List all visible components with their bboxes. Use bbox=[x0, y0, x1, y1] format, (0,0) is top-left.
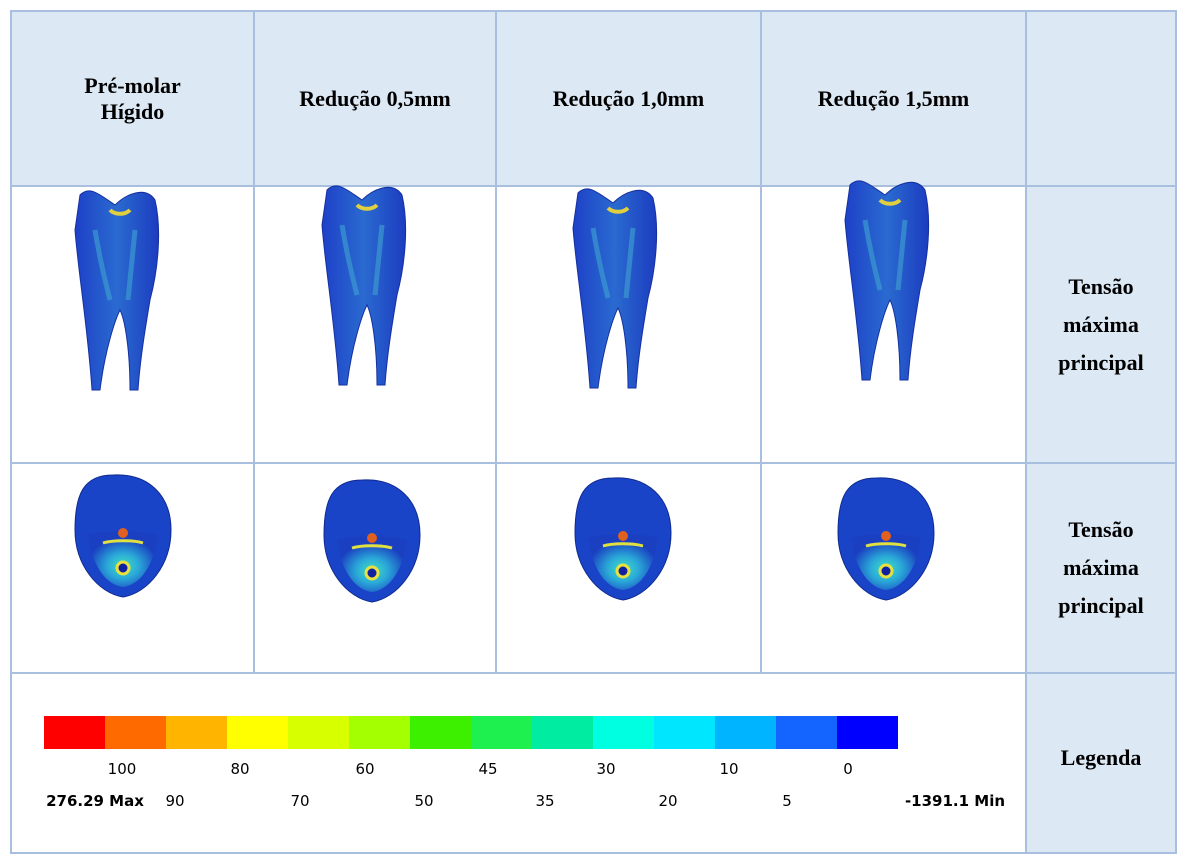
row-label-cell: Legenda bbox=[1027, 674, 1177, 854]
header-cell: Redução 1,5mm bbox=[762, 10, 1027, 187]
image-cell bbox=[10, 464, 255, 674]
header-text: Pré-molar Hígido bbox=[63, 73, 203, 125]
header-cell bbox=[1027, 10, 1177, 187]
header-text: Redução 0,5mm bbox=[299, 86, 451, 112]
row-label: Legenda bbox=[1046, 739, 1156, 777]
row-label: Tensão máxima principal bbox=[1046, 511, 1156, 625]
image-cell bbox=[762, 187, 1027, 464]
header-cell: Redução 1,0mm bbox=[497, 10, 762, 187]
row-label-cell: Tensão máxima principal bbox=[1027, 464, 1177, 674]
header-cell: Redução 0,5mm bbox=[255, 10, 497, 187]
header-cell: Pré-molar Hígido bbox=[10, 10, 255, 187]
image-cell bbox=[10, 187, 255, 464]
legend-cell bbox=[10, 674, 1027, 854]
row-label-cell: Tensão máxima principal bbox=[1027, 187, 1177, 464]
header-text: Redução 1,5mm bbox=[818, 86, 970, 112]
image-cell bbox=[497, 187, 762, 464]
document: Pré-molar Hígido Redução 0,5mm Redução 1… bbox=[0, 0, 1177, 845]
page: Tensão máxima principal {"table":{ "head… bbox=[0, 0, 1177, 845]
image-cell bbox=[762, 464, 1027, 674]
image-cell bbox=[255, 187, 497, 464]
header-text: Redução 1,0mm bbox=[553, 86, 705, 112]
image-cell bbox=[497, 464, 762, 674]
image-cell bbox=[255, 464, 497, 674]
row-label: Tensão máxima principal bbox=[1046, 268, 1156, 382]
